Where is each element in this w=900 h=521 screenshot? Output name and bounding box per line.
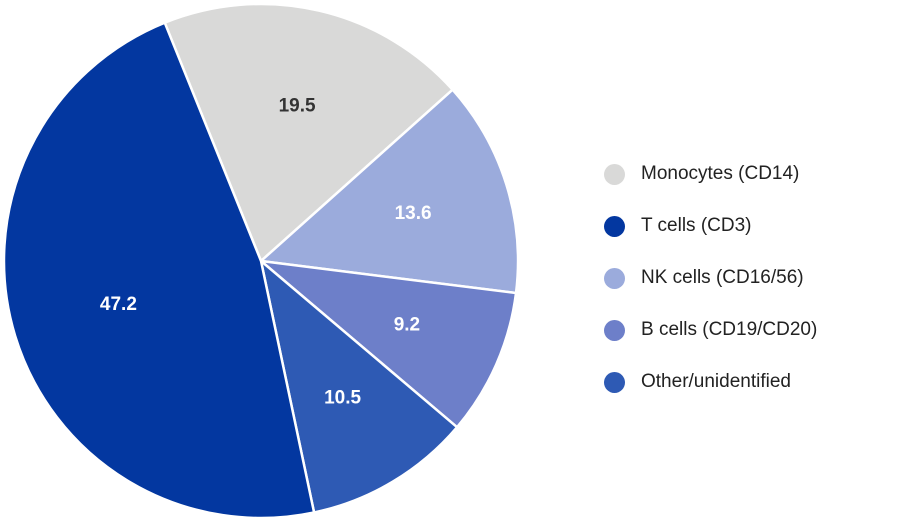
data-label-other-unidentified: 10.5 — [324, 387, 361, 408]
legend-swatch — [604, 163, 625, 185]
pie-slice-nk-cells-cd16-56 — [259, 88, 520, 295]
legend-label: Other/unidentified — [641, 371, 791, 392]
legend-swatch — [604, 215, 625, 237]
legend-label: NK cells (CD16/56) — [641, 267, 804, 288]
legend-item-other-unidentified: Other/unidentified — [604, 356, 817, 408]
legend-label: B cells (CD19/CD20) — [641, 319, 818, 340]
legend-swatch — [604, 371, 625, 393]
pie-data-labels: 19.5 13.6 9.2 10.5 47.2 — [100, 95, 432, 408]
data-label-t-cells-cd3: 47.2 — [100, 294, 137, 315]
legend-swatch — [604, 267, 625, 289]
legend-item-t-cells-cd3: T cells (CD3) — [604, 200, 817, 252]
legend-swatch — [604, 319, 625, 341]
data-label-b-cells-cd19-cd20: 9.2 — [394, 315, 420, 336]
pie-slices — [2, 2, 520, 520]
pie-slice-t-cells-cd3 — [2, 21, 316, 520]
legend-label: Monocytes (CD14) — [641, 163, 800, 184]
pie-slice-other-unidentified — [259, 259, 459, 514]
legend: Monocytes (CD14) T cells (CD3) NK cells (C… — [604, 148, 817, 408]
legend-item-monocytes-cd14: Monocytes (CD14) — [604, 148, 817, 200]
legend-label: T cells (CD3) — [641, 215, 752, 236]
data-label-nk-cells-cd16-56: 13.6 — [395, 203, 432, 224]
pie-slice-b-cells-cd19-cd20 — [259, 259, 518, 429]
legend-item-nk-cells-cd16-56: NK cells (CD16/56) — [604, 252, 817, 304]
data-label-monocytes-cd14: 19.5 — [279, 95, 316, 116]
pie-slice-monocytes-cd14 — [163, 2, 454, 263]
legend-item-b-cells-cd19-cd20: B cells (CD19/CD20) — [604, 304, 817, 356]
